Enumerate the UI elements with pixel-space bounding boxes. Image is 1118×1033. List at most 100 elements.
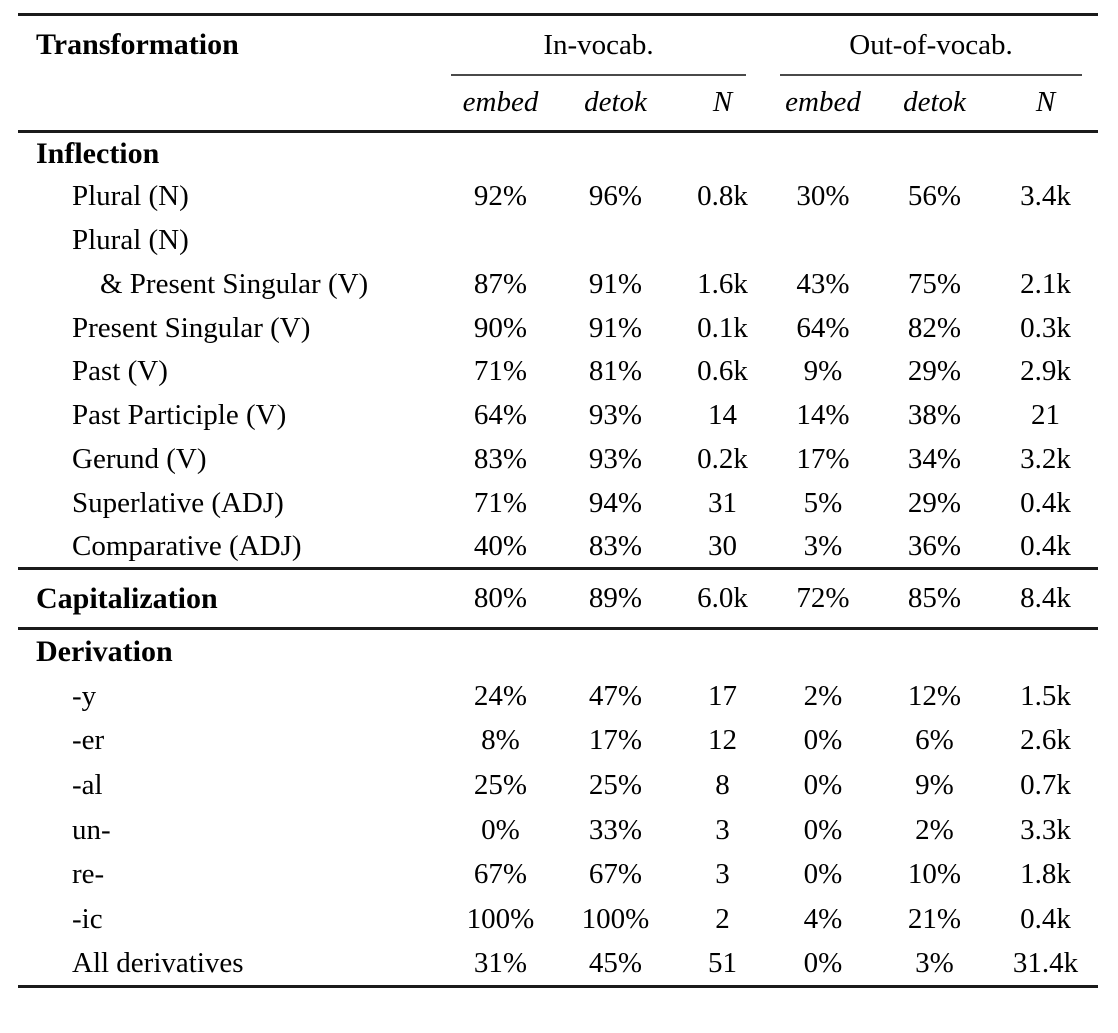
cell-value: 1.5k [1020,679,1071,712]
section-label: Inflection [36,136,160,170]
cell-value: 24% [473,679,528,712]
cell-value: 43% [796,267,850,300]
cell-value: 0.1k [697,311,748,344]
cell-value: 34% [907,442,962,475]
row-label: -y [72,679,97,712]
cell-value: 0.7k [1020,768,1071,801]
cell-value: 93% [588,442,643,475]
col-header-embed-oov: embed [785,86,861,119]
cell-value: 0.8k [697,180,748,213]
table-row: All derivatives 31% 45% 51 0% 3% 31.4k [18,942,1099,987]
cell-value: 29% [907,486,962,519]
table-row: Plural (N) 92% 96% 0.8k 30% 56% 3.4k [18,175,1098,219]
row-label: un- [72,813,111,846]
group-label-in-vocab: In-vocab. [451,29,747,76]
cell-value: 1.6k [697,267,748,300]
cell-value: 100% [581,902,650,935]
cell-value: 64% [796,311,850,344]
cell-value: 14% [796,399,850,432]
results-table: Transformation In-vocab. Out-of-vocab. e… [18,16,1099,988]
cell-value: 72% [796,582,850,615]
cell-value: 75% [907,267,962,300]
cell-value: 25% [473,768,528,801]
cell-value: 71% [473,486,528,519]
table-row: Superlative (ADJ) 71% 94% 31 5% 29% 0.4k [18,481,1098,525]
cell-value: 0.4k [1020,529,1071,562]
cell-value: 31 [708,486,737,519]
cell-value: 25% [588,768,643,801]
group-header-in-vocab: In-vocab. [445,16,770,76]
cell-value: 17% [796,442,850,475]
cell-value: 2.9k [1020,355,1071,388]
table-row: & Present Singular (V) 87% 91% 1.6k 43% … [18,262,1098,306]
cell-value: 40% [473,529,528,562]
cell-value: 3% [915,946,954,979]
cell-value: 100% [466,902,535,935]
row-label: Plural (N) [72,223,189,256]
cell-value: 17% [588,724,643,757]
cell-value: 1.8k [1020,858,1071,891]
cell-value: 83% [473,442,528,475]
cell-value: 3% [803,529,843,562]
cell-value: 0% [803,768,843,801]
cell-value: 90% [473,311,528,344]
cell-value: 10% [907,858,962,891]
row-label: -al [72,768,103,801]
cell-value: 4% [803,902,843,935]
cell-value: 6.0k [697,582,748,615]
row-label: -ic [72,902,103,935]
cell-value: 8 [715,768,730,801]
cell-value: 64% [473,399,528,432]
cell-value: 94% [588,486,643,519]
cell-value: 0.4k [1020,902,1071,935]
cell-value: 29% [907,355,962,388]
cell-value: 71% [473,355,528,388]
cell-value: 12% [907,679,962,712]
cell-value: 91% [588,311,643,344]
cell-value: 0% [803,946,843,979]
cell-value: 6% [915,724,954,757]
cell-value: 8.4k [1020,582,1071,615]
group-header-row: Transformation In-vocab. Out-of-vocab. [18,16,1098,76]
row-label: Past Participle (V) [72,399,287,432]
section-row-capitalization: Capitalization 80% 89% 6.0k 72% 85% 8.4k [18,569,1099,629]
table-row: -y 24% 47% 17 2% 12% 1.5k [18,674,1098,719]
cell-value: 8% [481,724,520,757]
col-header-embed-iv: embed [462,86,539,119]
table-row: Present Singular (V) 90% 91% 0.1k 64% 82… [18,306,1098,350]
table-row: un- 0% 33% 3 0% 2% 3.3k [18,808,1098,853]
cell-value: 67% [588,858,643,891]
cell-value: 3.2k [1020,442,1071,475]
cell-value: 12 [708,724,737,757]
cell-value: 92% [473,180,528,213]
cell-value: 67% [473,858,528,891]
cell-value: 2.6k [1020,724,1071,757]
cell-value: 3 [715,813,730,846]
cell-value [556,219,675,263]
cell-value: 21% [907,902,962,935]
row-label: Superlative (ADJ) [72,486,284,519]
table-row: Plural (N) [18,219,1098,263]
cell-value: 0% [803,724,843,757]
cell-value: 0% [803,813,843,846]
table-row: -al 25% 25% 8 0% 9% 0.7k [18,763,1098,808]
cell-value: 17 [708,679,737,712]
cell-value: 93% [588,399,643,432]
cell-value: 0% [803,858,843,891]
cell-value: 96% [588,180,643,213]
section-header-inflection: Inflection [18,131,1098,175]
section-header-derivation: Derivation [18,629,1098,674]
table-row: re- 67% 67% 3 0% 10% 1.8k [18,852,1098,897]
cell-value: 0.2k [697,442,748,475]
results-table-container: Transformation In-vocab. Out-of-vocab. e… [18,13,1099,988]
col-header-n-oov: N [1035,86,1056,119]
cell-value: 45% [588,946,643,979]
row-label: Gerund (V) [72,442,207,475]
cell-value: 0.6k [697,355,748,388]
table-row: Comparative (ADJ) 40% 83% 30 3% 36% 0.4k [18,525,1099,569]
row-label: Plural (N) [72,180,189,213]
cell-value: 36% [907,529,962,562]
cell-value: 0.3k [1020,311,1071,344]
cell-value: 9% [915,768,954,801]
row-label: re- [72,858,105,891]
